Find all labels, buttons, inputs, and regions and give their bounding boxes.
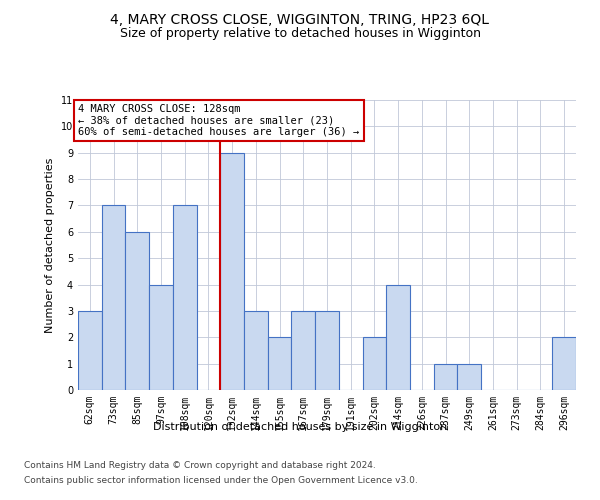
Y-axis label: Number of detached properties: Number of detached properties (46, 158, 55, 332)
Bar (125, 232, 149, 390)
Bar (220, 152, 244, 390)
Bar (244, 311, 268, 390)
Bar (173, 206, 197, 390)
Bar (268, 338, 292, 390)
Bar (102, 206, 125, 390)
Bar (149, 284, 173, 390)
Bar (552, 338, 576, 390)
Text: 4 MARY CROSS CLOSE: 128sqm
← 38% of detached houses are smaller (23)
60% of semi: 4 MARY CROSS CLOSE: 128sqm ← 38% of deta… (79, 104, 360, 137)
Text: Contains public sector information licensed under the Open Government Licence v3: Contains public sector information licen… (24, 476, 418, 485)
Bar (434, 364, 457, 390)
Bar (386, 284, 410, 390)
Text: Distribution of detached houses by size in Wigginton: Distribution of detached houses by size … (153, 422, 447, 432)
Text: 4, MARY CROSS CLOSE, WIGGINTON, TRING, HP23 6QL: 4, MARY CROSS CLOSE, WIGGINTON, TRING, H… (110, 12, 490, 26)
Text: Size of property relative to detached houses in Wigginton: Size of property relative to detached ho… (119, 28, 481, 40)
Text: Contains HM Land Registry data © Crown copyright and database right 2024.: Contains HM Land Registry data © Crown c… (24, 461, 376, 470)
Bar (292, 311, 315, 390)
Bar (457, 364, 481, 390)
Bar (362, 338, 386, 390)
Bar (78, 311, 102, 390)
Bar (315, 311, 339, 390)
